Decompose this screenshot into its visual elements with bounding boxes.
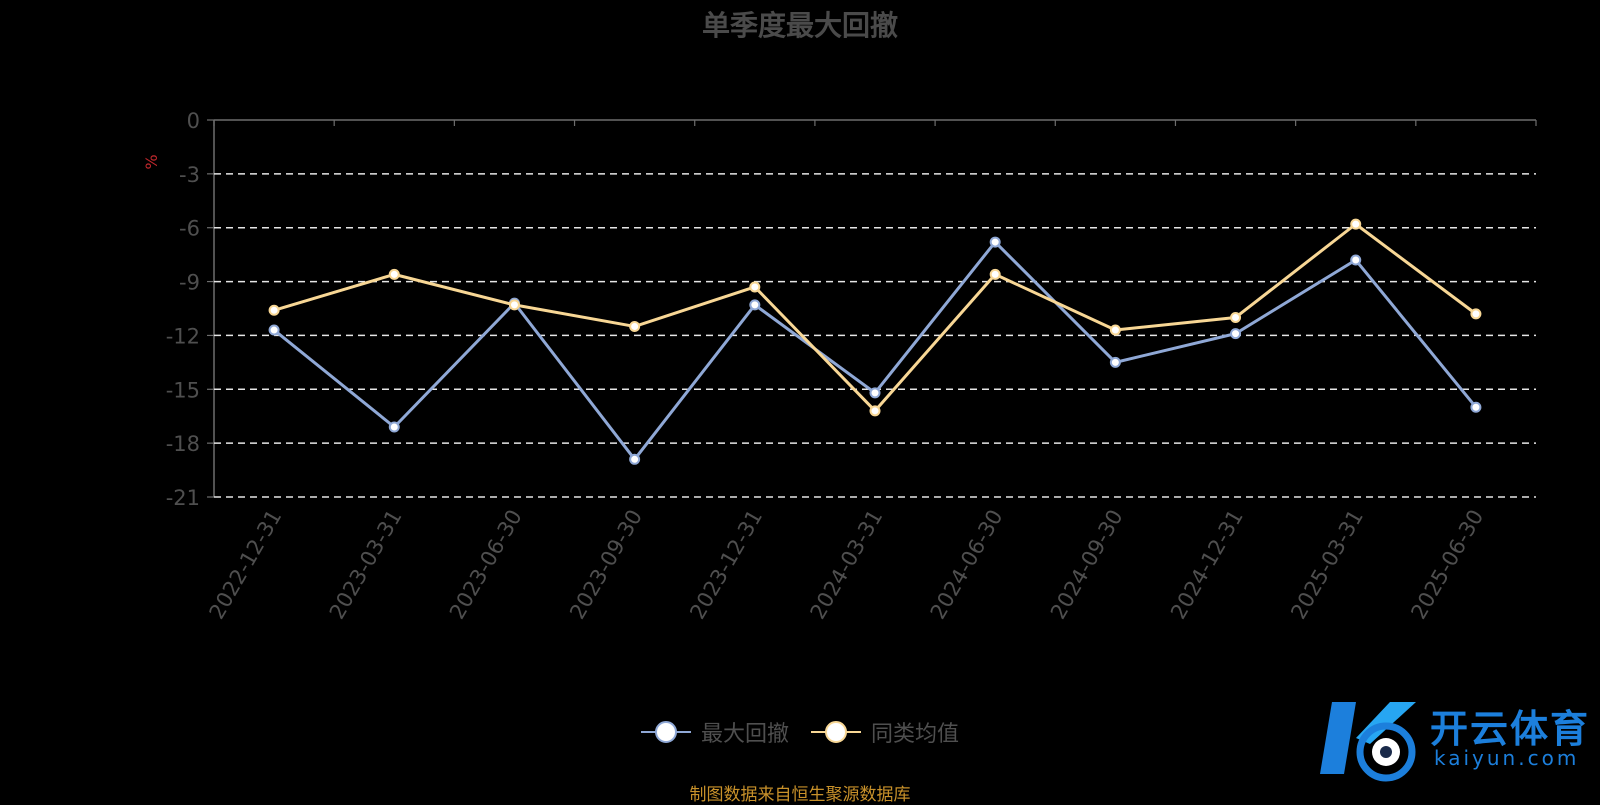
- data-point-peer-average: [1350, 218, 1362, 230]
- data-point-drawdown: [989, 236, 1001, 248]
- data-point-drawdown: [869, 387, 881, 399]
- data-point-drawdown: [629, 453, 641, 465]
- data-point-peer-average: [1470, 308, 1482, 320]
- data-point-peer-average: [869, 405, 881, 417]
- data-point-drawdown: [268, 324, 280, 336]
- data-point-peer-average: [1230, 311, 1242, 323]
- y-tick-label: -3: [179, 163, 200, 187]
- data-point-drawdown: [388, 421, 400, 433]
- data-point-peer-average: [1109, 324, 1121, 336]
- y-tick-label: -15: [166, 378, 200, 402]
- x-tick-label: 2022-12-31: [205, 506, 287, 624]
- legend-item-peer-average[interactable]: 同类均值: [811, 716, 959, 748]
- x-tick-label: 2023-03-31: [325, 505, 407, 623]
- source-note: 制图数据来自恒生聚源数据库: [689, 785, 911, 805]
- x-tick-label: 2025-06-30: [1406, 506, 1488, 624]
- data-point-drawdown: [749, 299, 761, 311]
- data-point-drawdown: [1470, 401, 1482, 413]
- watermark-domain: kaiyun.com: [1434, 746, 1580, 770]
- series-line-drawdown: [273, 240, 1478, 461]
- line-chart: 0 -3 -6 -9 -12 -15 -18 -21% 2022-12-31 2023-03-31…: [142, 109, 1537, 624]
- x-tick-label: 2024-03-31: [806, 506, 888, 624]
- chart-title: 单季度最大回撤: [701, 9, 898, 42]
- data-point-peer-average: [629, 320, 641, 332]
- watermark-brand: 开云体育: [1430, 707, 1591, 751]
- x-tick-label: 2024-06-30: [926, 506, 1008, 624]
- legend-swatch-peer-average-icon: [811, 720, 861, 744]
- data-point-peer-average: [388, 268, 400, 280]
- x-tick-label: 2025-03-31: [1286, 506, 1368, 624]
- x-tick-label: 2023-06-30: [445, 506, 527, 624]
- data-point-drawdown: [1109, 356, 1121, 368]
- chart-legend: 最大回撤 同类均值: [0, 716, 1600, 748]
- legend-item-drawdown[interactable]: 最大回撤: [640, 716, 789, 748]
- y-tick-label: -18: [166, 432, 200, 456]
- data-point-drawdown: [1230, 328, 1242, 340]
- data-point-peer-average: [749, 281, 761, 293]
- x-tick-label: 2023-12-31: [685, 506, 767, 624]
- legend-label: 最大回撤: [700, 722, 789, 747]
- data-point-peer-average: [989, 268, 1001, 280]
- y-tick-label: -6: [179, 217, 200, 241]
- x-tick-label: 2024-12-31: [1166, 506, 1248, 624]
- y-tick-label: -12: [166, 324, 200, 348]
- y-tick-label: -21: [166, 486, 200, 510]
- legend-label: 同类均值: [871, 722, 960, 747]
- k-soccer-logo-icon: [1320, 702, 1416, 782]
- y-tick-label: -9: [179, 271, 200, 295]
- x-tick-label: 2023-09-30: [565, 506, 647, 624]
- kaiyun-logo: 开云体育 kaiyun.com: [1312, 694, 1592, 786]
- x-tick-label: 2024-09-30: [1046, 506, 1128, 624]
- y-axis-label: %: [142, 154, 161, 169]
- data-point-peer-average: [268, 304, 280, 316]
- data-point-peer-average: [508, 299, 520, 311]
- legend-swatch-drawdown-icon: [640, 720, 691, 744]
- series-line-peer-average: [273, 222, 1477, 413]
- y-tick-label: 0: [187, 109, 200, 133]
- data-point-drawdown: [1350, 254, 1362, 266]
